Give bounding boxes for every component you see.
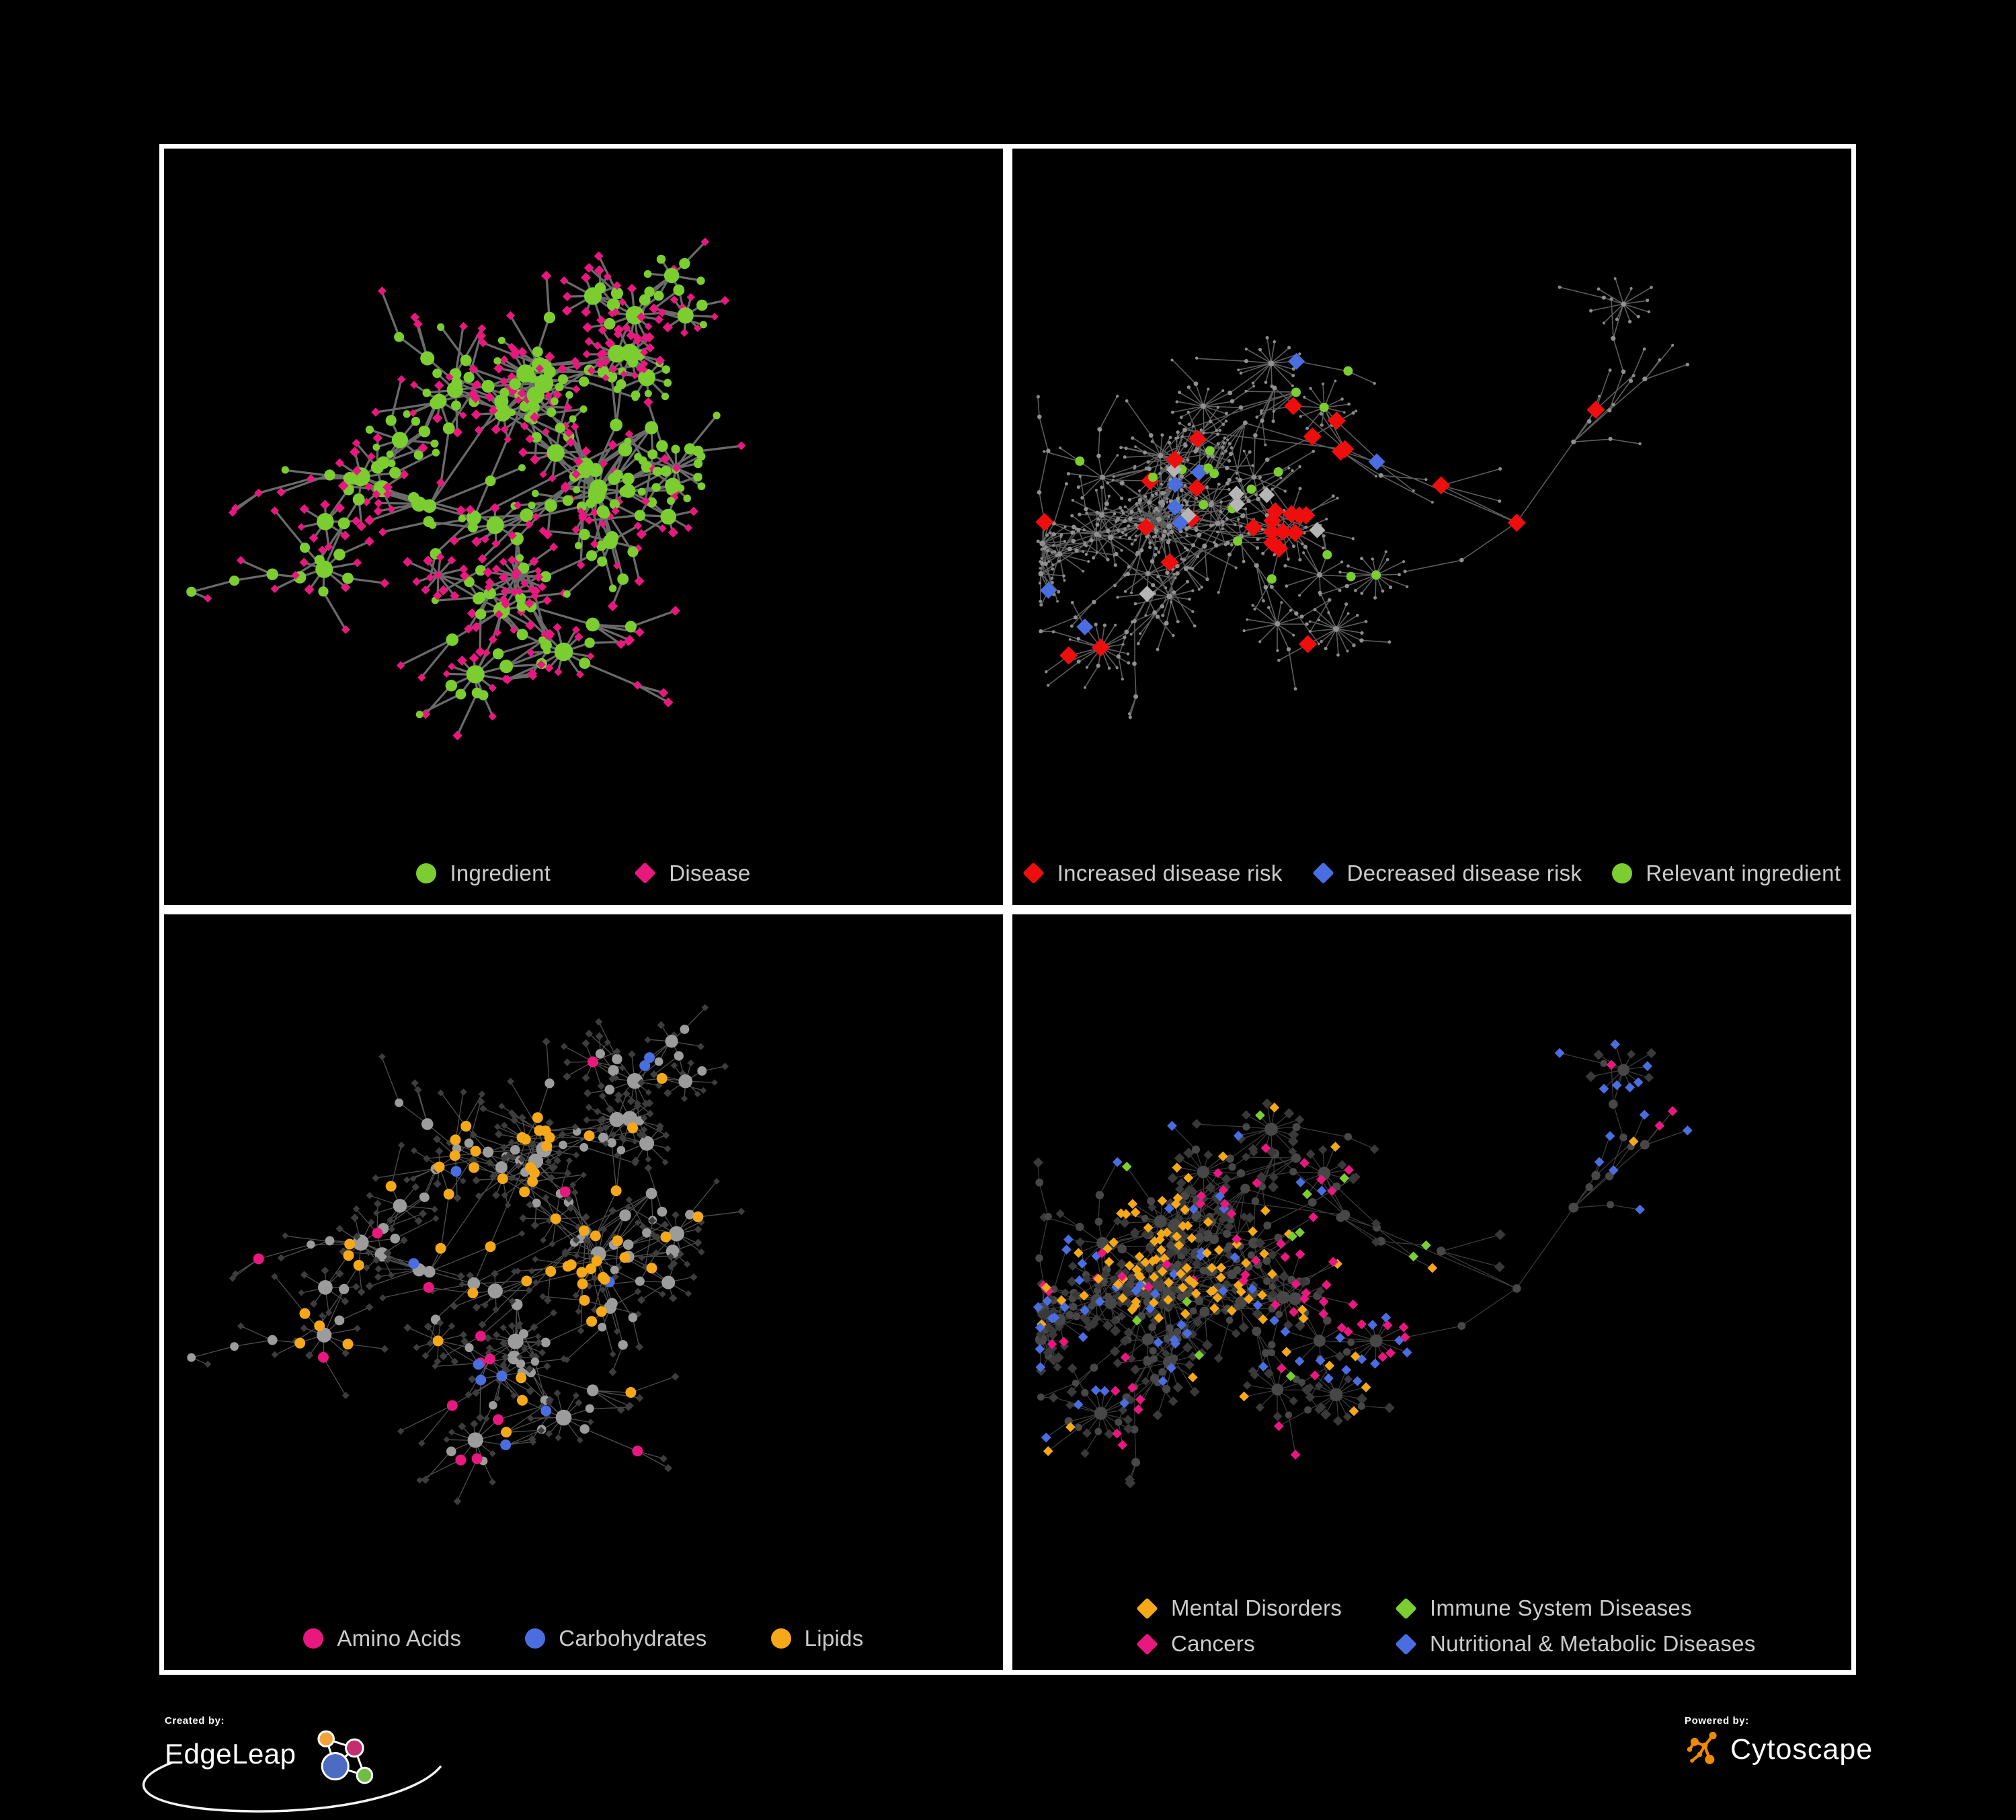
edgeleap-wordmark: EdgeLeap <box>165 1738 296 1770</box>
network-nodes <box>1033 1047 1657 1489</box>
created-by-label: Created by: <box>165 1715 225 1727</box>
network-ingredient-disease <box>186 237 746 741</box>
footer: Created by: EdgeLeap Powered by: <box>0 1675 2016 1820</box>
cytoscape-credit: Powered by: Cytoscape <box>1685 1715 1873 1768</box>
network-highlight-nodes <box>253 1052 704 1466</box>
edgeleap-credit: Created by: EdgeLeap <box>142 1715 442 1813</box>
panel-disease-categories: Mental Disorders Immune System Diseases Ca… <box>1008 909 1856 1675</box>
figure-grid: Ingredient Disease Increased disease risk… <box>159 144 1856 1675</box>
network-edges <box>1037 1043 1688 1483</box>
network-nodes <box>186 237 746 741</box>
edgeleap-logo-icon <box>317 1730 373 1784</box>
cytoscape-wordmark: Cytoscape <box>1730 1733 1873 1766</box>
panel-disease-risk: Increased disease risk Decreased disease … <box>1008 144 1856 910</box>
network-disease-categories <box>1033 1039 1693 1489</box>
panel-macronutrients: Amino Acids Carbohydrates Lipids <box>159 909 1008 1675</box>
network-highlight-nodes <box>1035 352 1605 665</box>
network-edges <box>1037 278 1688 718</box>
network-disease-risk <box>1035 277 1689 719</box>
network-macronutrients <box>187 1003 745 1505</box>
powered-by-label: Powered by: <box>1685 1715 1749 1727</box>
cytoscape-logo-icon <box>1687 1731 1717 1764</box>
panel-ingredient-disease: Ingredient Disease <box>159 144 1008 910</box>
